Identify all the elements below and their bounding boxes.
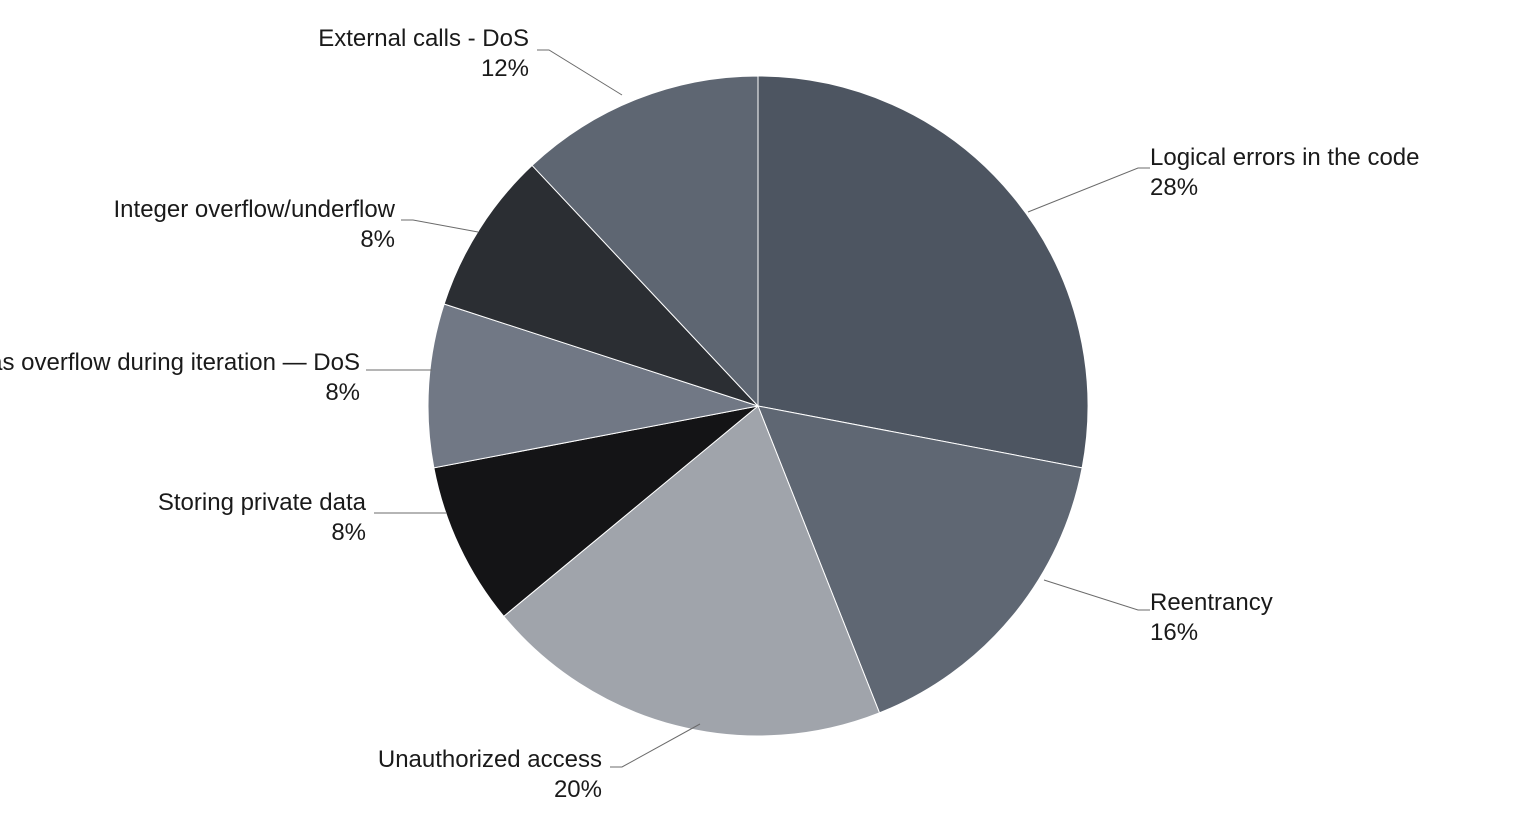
pie-slice bbox=[758, 76, 1088, 468]
slice-label: Reentrancy16% bbox=[1150, 588, 1273, 648]
slice-label: Logical errors in the code28% bbox=[1150, 143, 1419, 203]
leader-line bbox=[1044, 580, 1150, 610]
slice-label: Storing private data8% bbox=[158, 488, 366, 548]
slice-label-name: Storing private data bbox=[158, 488, 366, 518]
leader-line bbox=[537, 50, 622, 95]
slice-label-name: Integer overflow/underflow bbox=[114, 195, 395, 225]
slice-label-percent: 16% bbox=[1150, 618, 1273, 648]
leader-line bbox=[1028, 168, 1150, 212]
slice-label: Unauthorized access20% bbox=[378, 745, 602, 805]
slice-label: External calls - DoS12% bbox=[318, 24, 529, 84]
slice-label-percent: 20% bbox=[378, 775, 602, 805]
leader-line bbox=[401, 220, 478, 232]
slice-label-percent: 8% bbox=[158, 518, 366, 548]
pie-chart: Logical errors in the code28%Reentrancy1… bbox=[0, 0, 1515, 813]
slice-label-name: Logical errors in the code bbox=[1150, 143, 1419, 173]
leader-line bbox=[610, 724, 700, 767]
slice-label: Gas overflow during iteration — DoS8% bbox=[0, 348, 360, 408]
slice-label-name: Gas overflow during iteration — DoS bbox=[0, 348, 360, 378]
slice-label-name: Reentrancy bbox=[1150, 588, 1273, 618]
slice-label-percent: 12% bbox=[318, 54, 529, 84]
slice-label-name: Unauthorized access bbox=[378, 745, 602, 775]
slice-label-name: External calls - DoS bbox=[318, 24, 529, 54]
slice-label-percent: 28% bbox=[1150, 173, 1419, 203]
slice-label-percent: 8% bbox=[114, 225, 395, 255]
slice-label: Integer overflow/underflow8% bbox=[114, 195, 395, 255]
slice-label-percent: 8% bbox=[0, 378, 360, 408]
